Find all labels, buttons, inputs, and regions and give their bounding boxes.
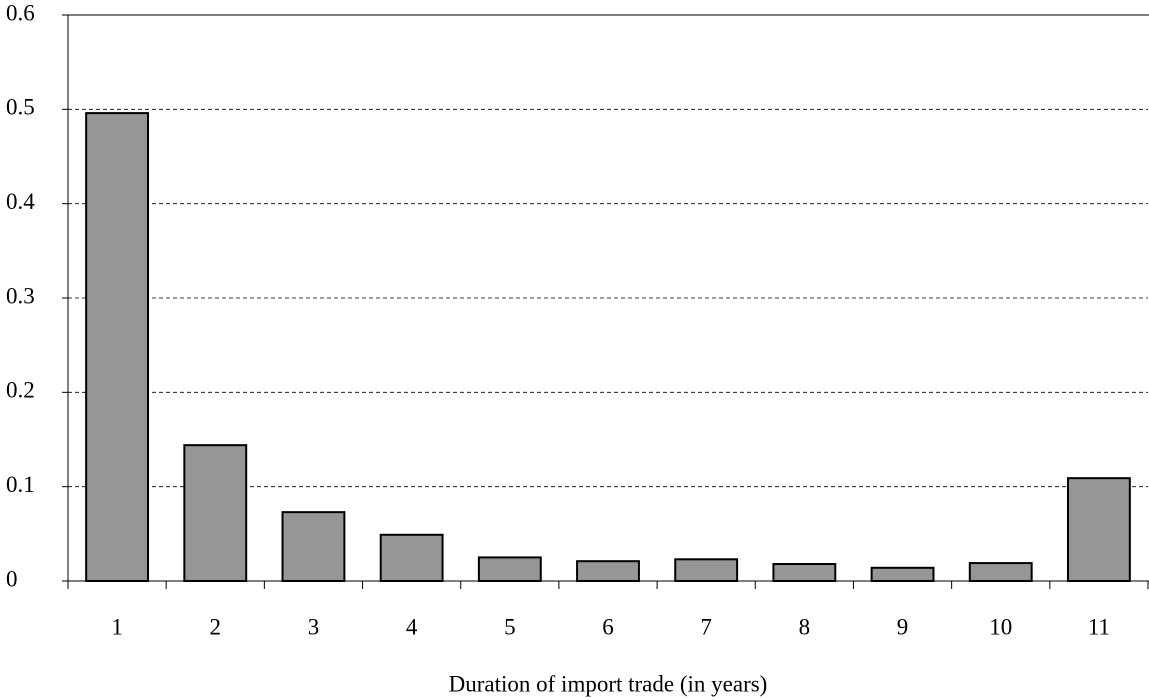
x-tick-label: 8: [799, 614, 811, 639]
bar: [477, 556, 542, 583]
bar: [674, 558, 739, 583]
y-tick-label: 0.2: [6, 378, 35, 403]
x-tick-label: 3: [308, 614, 320, 639]
y-tick-label: 0: [6, 566, 18, 591]
x-tick-label: 4: [406, 614, 418, 639]
bar: [281, 511, 346, 582]
y-tick-label: 0.4: [6, 189, 35, 214]
y-tick-label: 0.5: [6, 95, 35, 120]
x-axis-label: Duration of import trade (in years): [449, 671, 768, 696]
bar: [968, 562, 1033, 582]
y-tick-label: 0.3: [6, 283, 35, 308]
x-tick-label: 1: [111, 614, 123, 639]
x-tick-label: 5: [504, 614, 516, 639]
y-tick-label: 0.6: [6, 0, 35, 25]
x-tick-label: 7: [700, 614, 712, 639]
bar: [183, 444, 248, 582]
x-tick-label: 6: [602, 614, 614, 639]
x-tick-label: 9: [897, 614, 909, 639]
bar: [870, 566, 935, 583]
x-tick-label: 2: [210, 614, 222, 639]
bar: [772, 563, 837, 583]
x-tick-label: 11: [1088, 614, 1110, 639]
y-tick-label: 0.1: [6, 472, 35, 497]
bar: [379, 533, 444, 583]
x-tick-label: 10: [989, 614, 1012, 639]
bar: [1066, 477, 1131, 582]
bar: [85, 112, 150, 583]
bar: [576, 560, 640, 583]
